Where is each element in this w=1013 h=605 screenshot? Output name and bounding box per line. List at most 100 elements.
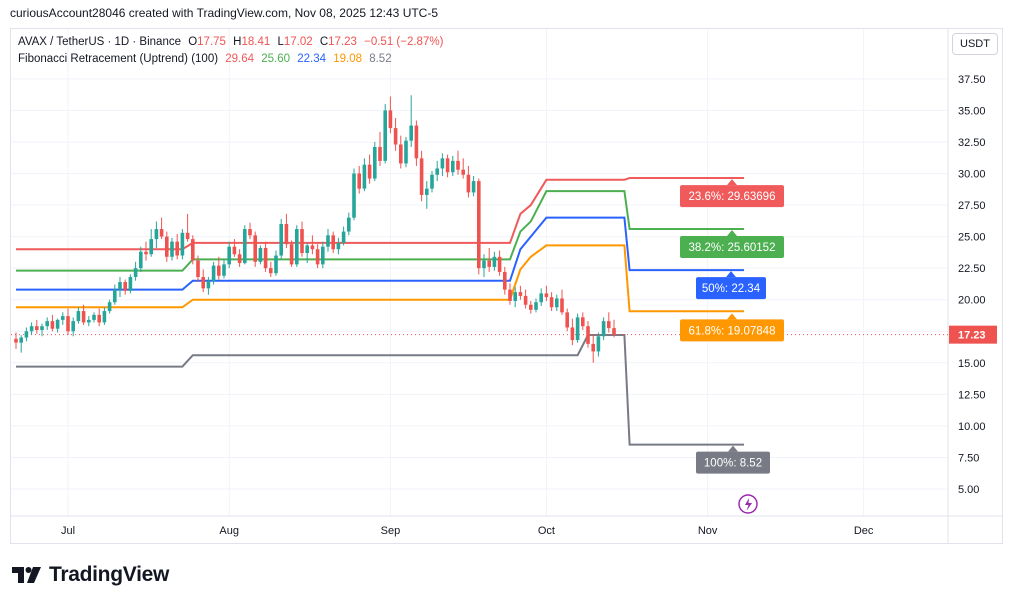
candle-body[interactable] [237,254,242,264]
candle-body[interactable] [118,282,122,290]
candle-body[interactable] [399,144,403,164]
candle-body[interactable] [451,160,455,173]
candle-body[interactable] [440,158,445,169]
indicator-title[interactable]: Fibonacci Retracement (Uptrend) (100) [18,53,219,65]
candle-body[interactable] [206,280,211,289]
candle-body[interactable] [492,256,497,267]
candle-body[interactable] [362,164,367,189]
candle-body[interactable] [175,241,179,256]
candle-body[interactable] [165,236,169,257]
candle-body[interactable] [461,169,465,175]
candle-body[interactable] [456,160,460,170]
candle-body[interactable] [19,337,23,343]
candle-body[interactable] [341,231,346,243]
candle-body[interactable] [357,173,361,189]
candle-body[interactable] [482,260,486,269]
candle-body[interactable] [347,217,351,232]
candle-body[interactable] [66,316,70,332]
candle-body[interactable] [191,239,195,261]
candle-body[interactable] [35,326,39,330]
candle-body[interactable] [133,268,138,277]
candle-body[interactable] [61,316,65,320]
fib-label-box[interactable] [696,277,766,300]
candle-body[interactable] [274,255,278,274]
candle-body[interactable] [508,289,512,301]
candle-body[interactable] [243,229,247,264]
fib-label-box[interactable] [680,236,784,259]
candle-body[interactable] [92,314,96,320]
candle-body[interactable] [71,321,75,332]
candle-body[interactable] [555,298,559,308]
candle-body[interactable] [331,235,335,250]
candle-body[interactable] [300,229,304,254]
candle-body[interactable] [409,125,413,141]
candle-body[interactable] [445,158,450,173]
candle-body[interactable] [123,282,127,291]
candle-body[interactable] [487,260,491,267]
candle-body[interactable] [419,158,424,195]
fib-label-box[interactable] [680,185,784,208]
candle-body[interactable] [321,246,325,265]
candle-body[interactable] [180,232,185,256]
candle-body[interactable] [232,246,237,255]
candle-body[interactable] [40,326,44,330]
candle-body[interactable] [76,311,81,322]
candle-body[interactable] [253,235,257,262]
candle-body[interactable] [50,321,55,329]
candle-body[interactable] [139,251,143,269]
candle-body[interactable] [295,229,299,265]
candle-body[interactable] [196,260,200,277]
candle-body[interactable] [97,314,101,323]
candle-body[interactable] [373,146,377,179]
candle-body[interactable] [581,317,585,327]
candle-body[interactable] [367,164,372,179]
candle-body[interactable] [513,292,517,301]
fib-label-box[interactable] [696,451,770,474]
candle-body[interactable] [352,173,356,218]
candle-body[interactable] [523,295,528,305]
candle-body[interactable] [466,174,471,193]
candle-body[interactable] [113,289,117,303]
candle-body[interactable] [607,321,611,329]
candle-body[interactable] [102,311,107,323]
candle-body[interactable] [601,321,606,337]
candle-body[interactable] [14,338,18,343]
candle-body[interactable] [315,249,320,265]
candle-body[interactable] [612,328,616,335]
candle-body[interactable] [24,331,29,338]
candle-body[interactable] [430,174,434,189]
candle-body[interactable] [529,304,533,310]
candle-body[interactable] [326,235,330,247]
candle-body[interactable] [393,128,398,145]
candle-body[interactable] [425,188,429,195]
candle-body[interactable] [279,223,283,256]
candle-body[interactable] [477,181,481,269]
candle-body[interactable] [154,229,159,240]
candle-body[interactable] [565,312,569,328]
candle-body[interactable] [544,293,549,298]
candle-body[interactable] [310,245,315,250]
candle-body[interactable] [575,317,580,341]
candle-body[interactable] [107,302,112,312]
candle-body[interactable] [383,110,387,161]
candle-body[interactable] [534,302,538,310]
candle-body[interactable] [586,326,590,344]
candle-body[interactable] [144,251,148,255]
chart-frame[interactable] [10,28,1003,544]
candle-body[interactable] [414,125,419,159]
candle-body[interactable] [435,168,439,175]
candle-body[interactable] [222,264,226,276]
candle-body[interactable] [159,229,164,237]
candle-body[interactable] [263,247,268,269]
candle-body[interactable] [388,110,393,129]
candle-body[interactable] [258,247,263,262]
candle-body[interactable] [201,276,205,289]
candle-body[interactable] [170,241,174,257]
candle-body[interactable] [284,223,289,245]
candle-body[interactable] [55,319,60,329]
candle-body[interactable] [248,229,252,236]
candle-body[interactable] [81,311,86,323]
candle-body[interactable] [29,326,34,332]
candle-body[interactable] [227,246,231,265]
